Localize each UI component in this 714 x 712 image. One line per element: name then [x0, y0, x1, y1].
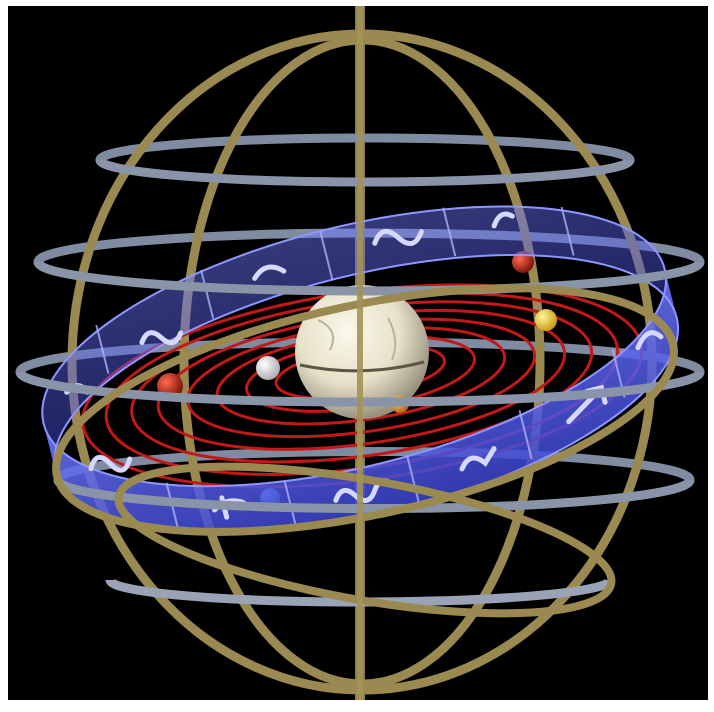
red-planet-right: [512, 251, 534, 273]
white-planet: [256, 356, 280, 380]
axis-rod-front: [357, 6, 363, 700]
yellow-planet: [535, 309, 557, 331]
tilted-rings: [52, 284, 678, 618]
